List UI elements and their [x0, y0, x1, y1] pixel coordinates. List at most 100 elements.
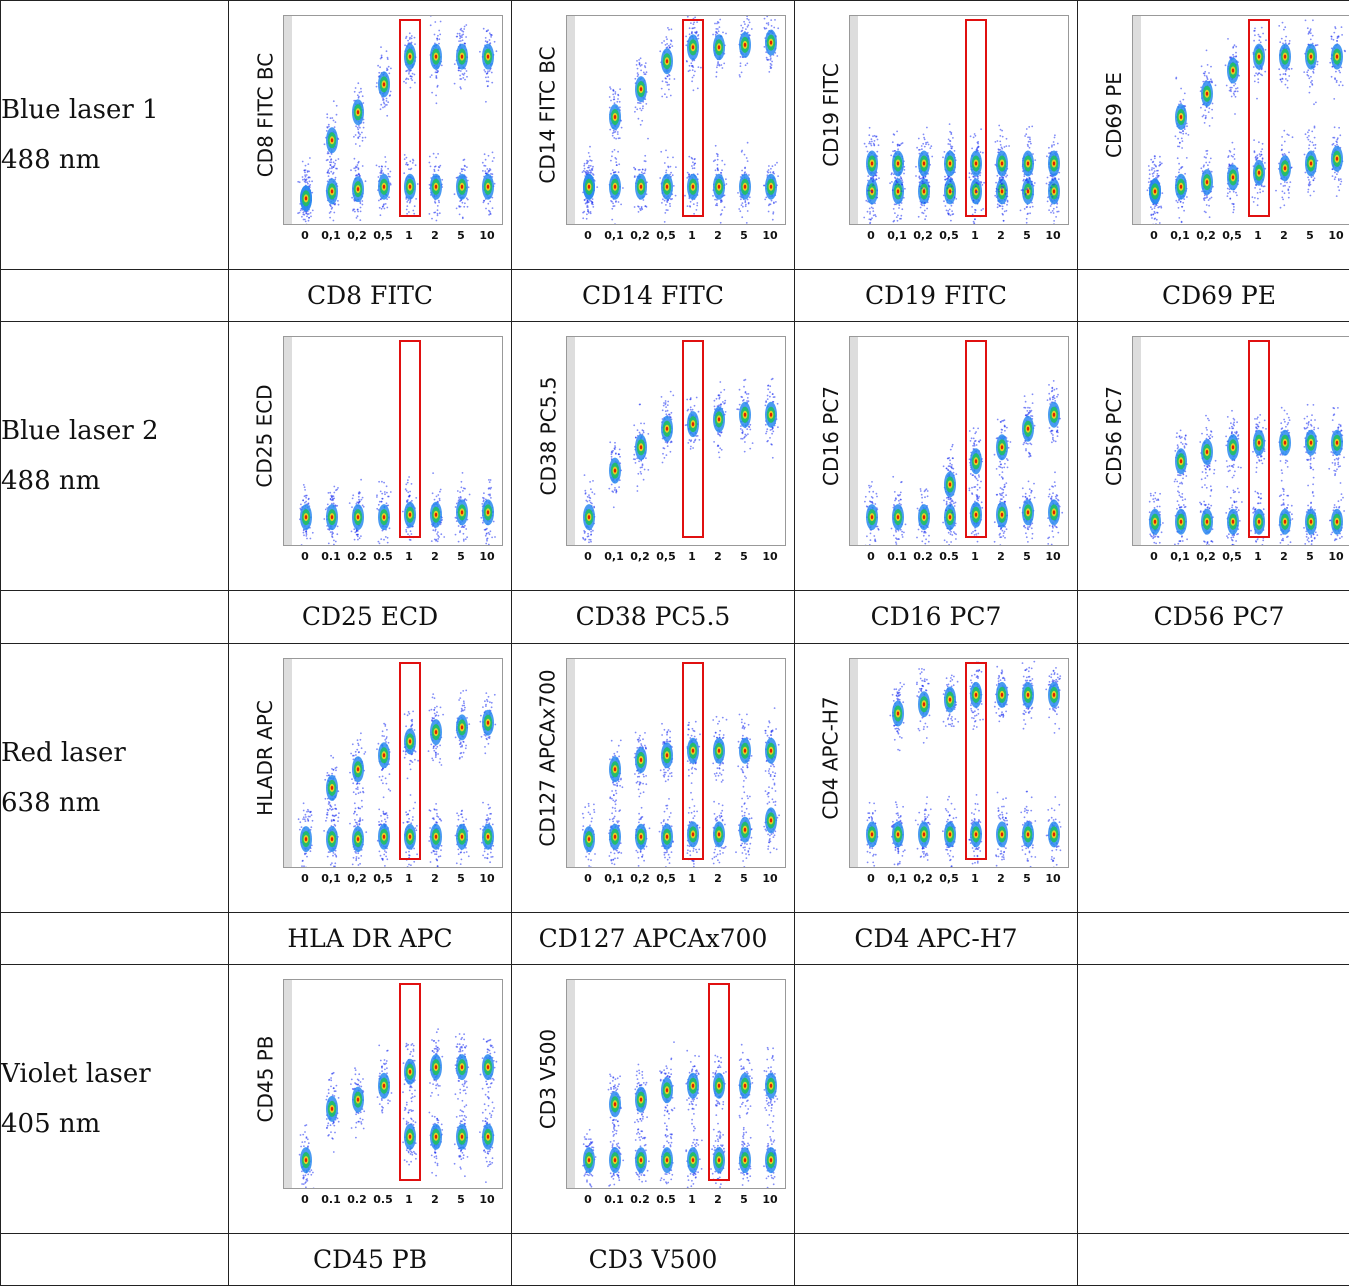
event-dot — [662, 198, 664, 201]
event-dot — [329, 210, 332, 213]
event-dot — [459, 74, 461, 77]
event-dot — [1311, 79, 1313, 82]
event-dot — [714, 198, 716, 201]
population-peak — [870, 161, 874, 166]
event-dot — [1152, 175, 1154, 178]
population-peak — [304, 196, 308, 201]
event-dot — [491, 196, 494, 199]
event-dot — [1335, 195, 1338, 198]
event-dot — [903, 172, 905, 175]
event-dot — [334, 159, 337, 162]
event-dot — [1003, 146, 1006, 148]
event-dot — [336, 505, 339, 507]
event-dot — [596, 186, 599, 189]
laser-row: Blue laser 1 488 nm CD8 FITC BC 0 0,1 0,2 0,5 1… — [0, 0, 1349, 271]
event-dot — [872, 135, 874, 138]
event-dot — [746, 141, 749, 144]
event-dot — [664, 44, 667, 46]
event-dot — [1336, 37, 1339, 39]
event-dot — [688, 197, 691, 200]
event-dot — [1227, 38, 1229, 40]
event-dot — [1153, 167, 1155, 170]
event-dot — [694, 162, 697, 165]
event-dot — [491, 173, 494, 176]
event-dot — [665, 96, 668, 98]
event-dot — [1313, 177, 1316, 180]
event-dot — [1006, 199, 1009, 202]
event-dot — [333, 491, 336, 494]
event-dot — [488, 70, 491, 72]
event-dot — [1177, 137, 1179, 140]
event-dot — [336, 167, 338, 170]
event-dot — [1024, 193, 1027, 196]
event-dot — [974, 218, 976, 221]
event-dot — [897, 143, 899, 146]
event-dot — [876, 150, 879, 153]
event-dot — [411, 162, 414, 164]
event-dot — [1028, 187, 1031, 190]
event-dot — [1257, 72, 1260, 75]
event-dot — [750, 28, 753, 30]
event-dot — [643, 160, 646, 162]
event-dot — [875, 178, 878, 181]
event-dot — [612, 171, 615, 174]
event-dot — [1339, 71, 1341, 74]
population-peak — [743, 42, 747, 47]
event-dot — [636, 72, 639, 74]
event-dot — [307, 176, 310, 179]
event-dot — [384, 165, 387, 168]
plot-frame — [566, 15, 786, 225]
event-dot — [405, 163, 407, 166]
event-dot — [971, 213, 974, 216]
event-dot — [920, 177, 923, 180]
event-dot — [327, 175, 330, 178]
event-dot — [458, 213, 461, 216]
scatter-svg — [1133, 16, 1346, 224]
event-dot — [1256, 157, 1259, 160]
event-dot — [405, 208, 408, 211]
x-tick-label: 0,1 — [887, 229, 907, 242]
event-dot — [1046, 176, 1049, 179]
event-dot — [744, 64, 747, 67]
event-dot — [461, 216, 464, 219]
event-dot — [672, 156, 674, 159]
event-dot — [952, 213, 955, 215]
plot-caption: CD19 FITC — [794, 269, 1078, 323]
event-dot — [583, 164, 586, 167]
event-dot — [982, 151, 984, 154]
event-dot — [581, 171, 584, 174]
event-dot — [916, 146, 918, 149]
event-dot — [1253, 74, 1256, 77]
event-dot — [947, 210, 950, 212]
event-dot — [644, 205, 647, 208]
event-dot — [955, 198, 958, 200]
event-dot — [1048, 146, 1050, 149]
event-dot — [1236, 90, 1239, 93]
event-dot — [694, 31, 696, 34]
event-dot — [325, 130, 328, 132]
event-dot — [716, 158, 719, 161]
event-dot — [455, 207, 458, 210]
event-dot — [484, 70, 487, 73]
x-tick-label: 0,5 — [1222, 229, 1242, 242]
event-dot — [868, 142, 870, 145]
event-dot — [1340, 180, 1343, 183]
event-dot — [587, 208, 589, 211]
event-dot — [1179, 100, 1182, 103]
event-dot — [1151, 167, 1153, 169]
event-dot — [440, 64, 443, 67]
event-dot — [745, 157, 748, 159]
event-dot — [361, 165, 364, 167]
event-dot — [1027, 140, 1030, 143]
event-dot — [1309, 28, 1312, 31]
event-dot — [487, 154, 490, 157]
event-dot — [407, 78, 410, 80]
event-dot — [923, 145, 926, 148]
event-dot — [1316, 159, 1319, 162]
event-dot — [617, 171, 620, 174]
event-dot — [976, 182, 979, 185]
event-dot — [738, 74, 741, 76]
event-dot — [696, 204, 699, 207]
event-dot — [1030, 183, 1033, 186]
event-dot — [386, 58, 389, 60]
